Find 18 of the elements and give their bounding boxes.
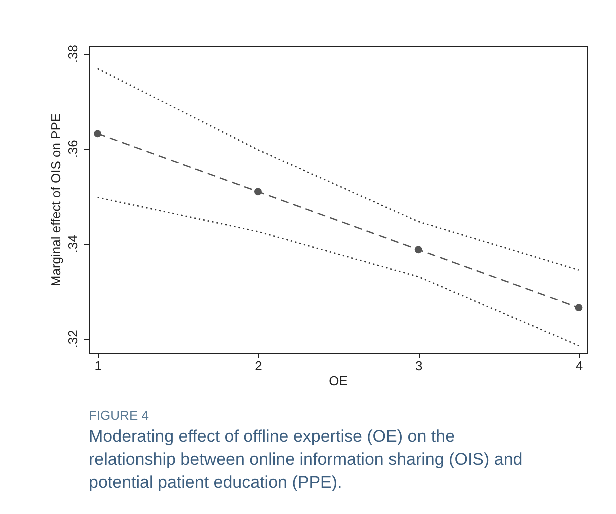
- x-tick-label: 2: [255, 358, 262, 374]
- y-tick-label: .36: [66, 140, 80, 158]
- text: Moderating effect of offline expertise (OE) on the relationship between online information sharing (OIS) and potential patient education (PPE).: [89, 427, 523, 492]
- x-axis-title: OE: [329, 374, 348, 388]
- y-tick-label: .34: [66, 235, 80, 254]
- point: [94, 130, 102, 138]
- caption: FIGURE 4: [89, 408, 149, 423]
- line-series: [97, 68, 580, 271]
- x-tick-label: 1: [94, 358, 102, 374]
- point: [575, 304, 583, 312]
- x-tick-label: 4: [576, 358, 584, 374]
- y-tick-label: .32: [66, 330, 80, 348]
- y-axis-title: Marginal effect of OIS on PPE: [48, 113, 64, 287]
- x-tick-label: 3: [415, 358, 423, 374]
- y-tick-label: .38: [66, 45, 80, 64]
- point: [414, 246, 422, 254]
- line-series: [97, 196, 580, 347]
- point: [254, 188, 262, 196]
